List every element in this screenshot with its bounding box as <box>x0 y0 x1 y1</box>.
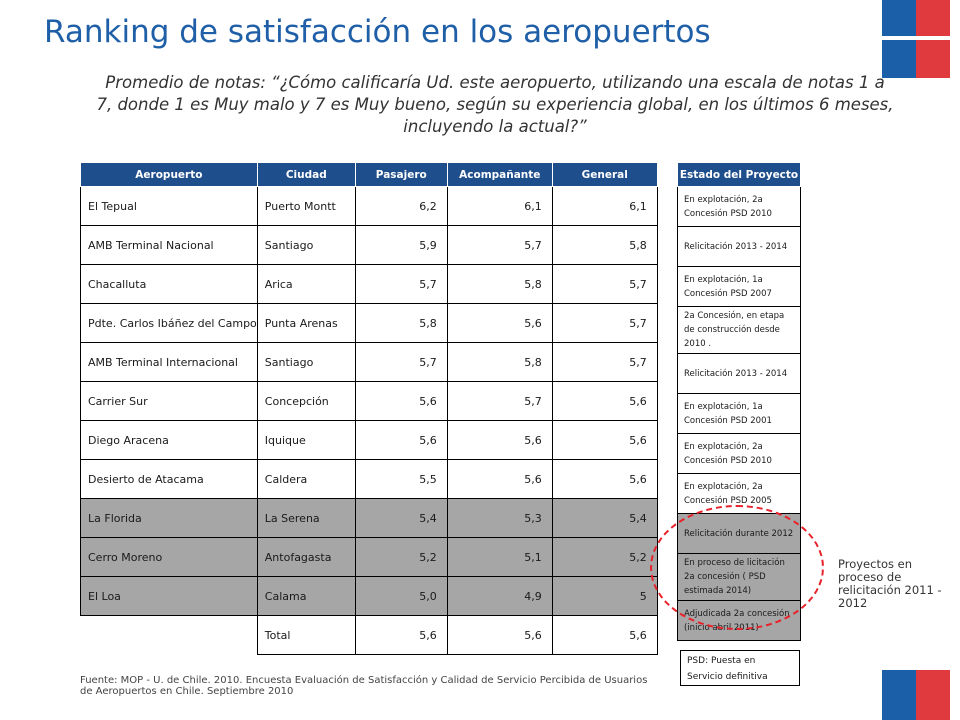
cell-pasajero: 6,2 <box>354 186 448 226</box>
cell-general: 5 <box>551 576 658 616</box>
header-estado: Estado del Proyecto <box>677 162 801 187</box>
cell-pasajero: 5,8 <box>354 303 448 343</box>
cell-general: 5,2 <box>551 537 658 577</box>
cell-acompanante: 5,7 <box>446 381 553 421</box>
header-acompanante: Acompañante <box>446 162 553 187</box>
cell-ciudad: Iquique <box>256 420 356 460</box>
table-row: Pdte. Carlos Ibáñez del Campo Punta Aren… <box>80 303 658 343</box>
cell-acompanante: 5,8 <box>446 264 553 304</box>
cell-ciudad: Calama <box>256 576 356 616</box>
cell-acompanante: 5,7 <box>446 225 553 265</box>
source-note: Fuente: MOP - U. de Chile. 2010. Encuest… <box>80 675 648 697</box>
table-row-highlighted: La Florida La Serena 5,4 5,3 5,4 <box>80 498 658 538</box>
table-row: AMB Terminal Nacional Santiago 5,9 5,7 5… <box>80 225 658 265</box>
cell-general: 5,7 <box>551 303 658 343</box>
table-row: Diego Aracena Iquique 5,6 5,6 5,6 <box>80 420 658 460</box>
ranking-table: Aeropuerto Ciudad Pasajero Acompañante G… <box>80 162 658 655</box>
cell-general: 5,8 <box>551 225 658 265</box>
cell-aeropuerto: AMB Terminal Internacional <box>80 342 258 382</box>
cell-aeropuerto: El Tepual <box>80 186 258 226</box>
total-pasajero: 5,6 <box>354 615 448 655</box>
cell-pasajero: 5,0 <box>354 576 448 616</box>
status-cell: Relicitación 2013 - 2014 <box>677 353 801 394</box>
cell-general: 5,6 <box>551 420 658 460</box>
cell-aeropuerto: El Loa <box>80 576 258 616</box>
cell-ciudad: Concepción <box>256 381 356 421</box>
total-general: 5,6 <box>551 615 658 655</box>
page-subtitle: Promedio de notas: “¿Cómo calificaría Ud… <box>96 73 894 136</box>
total-acompanante: 5,6 <box>446 615 553 655</box>
cell-aeropuerto: Carrier Sur <box>80 381 258 421</box>
cell-pasajero: 5,5 <box>354 459 448 499</box>
dashed-highlight-circle <box>650 505 824 630</box>
header-ciudad: Ciudad <box>256 162 356 187</box>
table-row-highlighted: Cerro Moreno Antofagasta 5,2 5,1 5,2 <box>80 537 658 577</box>
chile-flag-icon-top <box>882 0 950 78</box>
header-general: General <box>551 162 658 187</box>
header-aeropuerto: Aeropuerto <box>80 162 258 187</box>
cell-ciudad: Arica <box>256 264 356 304</box>
cell-pasajero: 5,4 <box>354 498 448 538</box>
cell-aeropuerto: AMB Terminal Nacional <box>80 225 258 265</box>
table-row: AMB Terminal Internacional Santiago 5,7 … <box>80 342 658 382</box>
cell-acompanante: 5,3 <box>446 498 553 538</box>
cell-ciudad: Caldera <box>256 459 356 499</box>
cell-pasajero: 5,6 <box>354 420 448 460</box>
cell-ciudad: Santiago <box>256 342 356 382</box>
page-title: Ranking de satisfacción en los aeropuert… <box>44 14 711 50</box>
cell-acompanante: 5,8 <box>446 342 553 382</box>
cell-pasajero: 5,7 <box>354 342 448 382</box>
chile-flag-icon-bottom <box>882 670 950 720</box>
cell-ciudad: Punta Arenas <box>256 303 356 343</box>
cell-general: 5,4 <box>551 498 658 538</box>
table-row: Carrier Sur Concepción 5,6 5,7 5,6 <box>80 381 658 421</box>
cell-acompanante: 5,6 <box>446 459 553 499</box>
cell-general: 6,1 <box>551 186 658 226</box>
total-label: Total <box>256 615 356 655</box>
cell-acompanante: 5,6 <box>446 420 553 460</box>
status-cell: En explotación, 2a Concesión PSD 2010 <box>677 186 801 227</box>
cell-aeropuerto: Pdte. Carlos Ibáñez del Campo <box>80 303 258 343</box>
cell-ciudad: Santiago <box>256 225 356 265</box>
cell-ciudad: La Serena <box>256 498 356 538</box>
status-cell: En explotación, 2a Concesión PSD 2010 <box>677 433 801 474</box>
table-row: Chacalluta Arica 5,7 5,8 5,7 <box>80 264 658 304</box>
cell-acompanante: 5,6 <box>446 303 553 343</box>
cell-aeropuerto: Chacalluta <box>80 264 258 304</box>
cell-aeropuerto: La Florida <box>80 498 258 538</box>
cell-pasajero: 5,2 <box>354 537 448 577</box>
cell-pasajero: 5,6 <box>354 381 448 421</box>
status-cell: En explotación, 1a Concesión PSD 2007 <box>677 266 801 307</box>
cell-general: 5,6 <box>551 381 658 421</box>
table-header-row: Aeropuerto Ciudad Pasajero Acompañante G… <box>80 162 658 187</box>
cell-general: 5,6 <box>551 459 658 499</box>
projects-note: Proyectos en proceso de relicitación 201… <box>838 557 942 610</box>
cell-general: 5,7 <box>551 342 658 382</box>
header-pasajero: Pasajero <box>354 162 448 187</box>
cell-aeropuerto: Diego Aracena <box>80 420 258 460</box>
blank-cell <box>81 616 258 655</box>
cell-acompanante: 5,1 <box>446 537 553 577</box>
cell-ciudad: Antofagasta <box>256 537 356 577</box>
status-cell: Relicitación 2013 - 2014 <box>677 226 801 267</box>
psd-note: PSD: Puesta en Servicio definitiva <box>680 650 800 686</box>
table-row-highlighted: El Loa Calama 5,0 4,9 5 <box>80 576 658 616</box>
table-row: Desierto de Atacama Caldera 5,5 5,6 5,6 <box>80 459 658 499</box>
status-cell: En explotación, 1a Concesión PSD 2001 <box>677 393 801 434</box>
cell-acompanante: 4,9 <box>446 576 553 616</box>
status-cell: 2a Concesión, en etapa de construcción d… <box>677 306 801 354</box>
table-total-row: Total 5,6 5,6 5,6 <box>81 615 658 655</box>
cell-pasajero: 5,9 <box>354 225 448 265</box>
cell-pasajero: 5,7 <box>354 264 448 304</box>
cell-acompanante: 6,1 <box>446 186 553 226</box>
cell-aeropuerto: Desierto de Atacama <box>80 459 258 499</box>
cell-general: 5,7 <box>551 264 658 304</box>
table-row: El Tepual Puerto Montt 6,2 6,1 6,1 <box>80 186 658 226</box>
cell-ciudad: Puerto Montt <box>256 186 356 226</box>
cell-aeropuerto: Cerro Moreno <box>80 537 258 577</box>
